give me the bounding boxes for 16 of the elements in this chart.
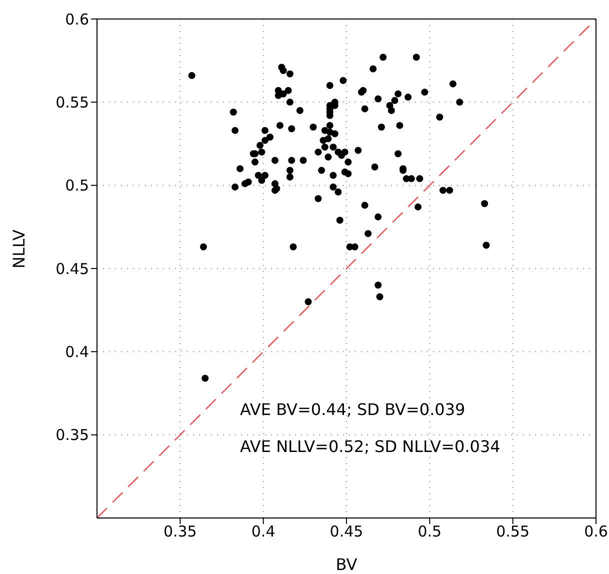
annotation: AVE BV=0.44; SD BV=0.039 xyxy=(240,400,466,419)
annotation: AVE NLLV=0.52; SD NLLV=0.034 xyxy=(240,437,500,456)
y-tick-label: 0.5 xyxy=(65,176,89,195)
y-axis-title: NLLV xyxy=(10,229,29,268)
y-tick-label: 0.35 xyxy=(56,426,89,444)
x-tick-label: 0.35 xyxy=(163,522,197,541)
x-axis-title: BV xyxy=(336,555,358,574)
y-tick-label: 0.6 xyxy=(65,10,89,28)
x-tick-label: 0.4 xyxy=(251,522,276,541)
x-tick-label: 0.55 xyxy=(496,522,530,541)
y-tick-label: 0.55 xyxy=(56,93,89,112)
y-tick-label: 0.45 xyxy=(56,260,89,278)
y-tick-label: 0.4 xyxy=(65,342,89,361)
x-tick-label: 0.5 xyxy=(418,522,442,541)
x-tick-label: 0.45 xyxy=(330,522,364,541)
x-tick-label: 0.6 xyxy=(584,522,608,541)
